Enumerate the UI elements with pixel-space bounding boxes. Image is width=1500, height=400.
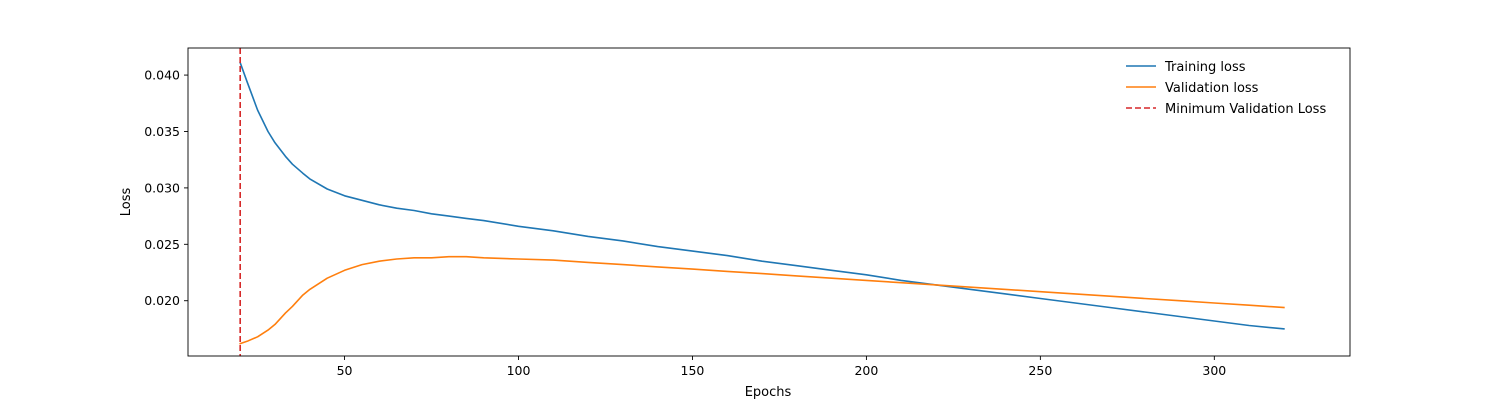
y-axis-label: Loss — [119, 188, 134, 217]
x-axis-label: Epochs — [745, 385, 792, 400]
legend-label-validation-loss: Validation loss — [1165, 81, 1259, 96]
x-tick-label: 100 — [507, 363, 531, 378]
y-tick-label: 0.040 — [144, 68, 180, 83]
y-tick-label: 0.025 — [144, 237, 180, 252]
plot-area — [187, 47, 1351, 357]
y-tick-label: 0.030 — [144, 180, 180, 195]
axis-ticks: 50 100 150 200 250 300 0.020 0.025 0.030 0.035 0.0… — [144, 68, 1226, 378]
y-tick-label: 0.035 — [144, 124, 180, 139]
x-tick-label: 150 — [681, 363, 705, 378]
x-tick-label: 250 — [1028, 363, 1052, 378]
series-line-training-loss — [239, 61, 1285, 330]
series-line-validation-loss — [239, 255, 1285, 345]
legend-label-minimum-validation-loss: Minimum Validation Loss — [1165, 102, 1326, 117]
x-tick-label: 50 — [337, 363, 353, 378]
x-tick-label: 200 — [854, 363, 878, 378]
legend: Training loss Validation loss Minimum Vali… — [1126, 60, 1326, 117]
y-tick-label: 0.020 — [144, 293, 180, 308]
x-tick-label: 300 — [1202, 363, 1226, 378]
axes-frame — [187, 47, 1351, 357]
legend-label-training-loss: Training loss — [1164, 60, 1246, 75]
